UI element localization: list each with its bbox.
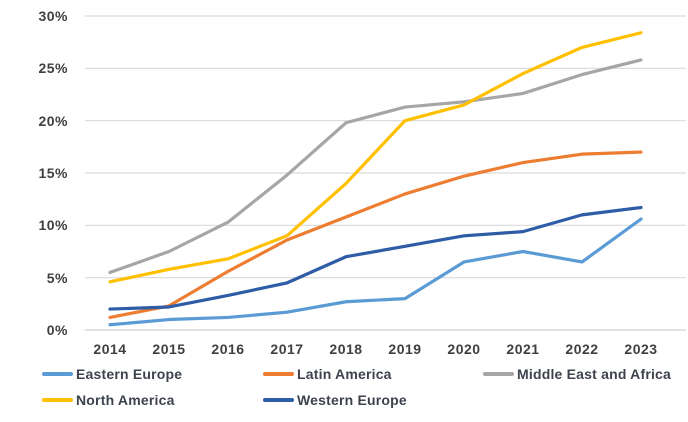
series-line-eastern-europe: [108, 217, 643, 327]
legend-item-western-europe: Western Europe: [263, 392, 407, 408]
x-axis-tick-label: 2016: [211, 341, 245, 357]
y-axis-tick-label: 10%: [38, 217, 68, 234]
series-line-latin-america: [108, 150, 643, 320]
legend-label: Middle East and Africa: [517, 366, 672, 382]
y-axis-tick-label: 30%: [38, 8, 68, 24]
legend-label: Eastern Europe: [76, 366, 183, 382]
x-axis-tick-label: 2021: [506, 341, 540, 357]
series-line-western-europe: [108, 205, 643, 311]
legend-swatch-icon: [263, 398, 294, 402]
y-axis-tick-label: 20%: [38, 112, 68, 129]
x-axis-tick-label: 2023: [624, 341, 658, 357]
x-axis-tick-label: 2019: [388, 341, 422, 357]
y-axis-tick-label: 0%: [46, 322, 68, 338]
legend-swatch-icon: [42, 398, 73, 402]
legend-item-middle-east-and-africa: Middle East and Africa: [483, 366, 671, 382]
legend-item-north-america: North America: [42, 392, 175, 408]
x-axis-tick-label: 2015: [152, 341, 186, 357]
legend-swatch-icon: [483, 372, 514, 376]
x-axis-tick-label: 2022: [565, 341, 599, 357]
legend-label: Western Europe: [297, 392, 407, 408]
series-line-middle-east-and-africa: [108, 58, 643, 275]
x-axis-tick-label: 2014: [93, 341, 127, 357]
legend-swatch-icon: [42, 372, 73, 376]
y-axis-tick-label: 15%: [38, 165, 68, 181]
y-axis-tick-label: 5%: [46, 269, 68, 286]
legend-label: Latin America: [297, 366, 392, 382]
legend-item-eastern-europe: Eastern Europe: [42, 366, 182, 382]
x-axis-tick-label: 2017: [270, 341, 304, 357]
y-axis-tick-label: 25%: [38, 60, 68, 77]
legend-swatch-icon: [263, 372, 294, 376]
legend-item-latin-america: Latin America: [263, 366, 392, 382]
x-axis-tick-label: 2018: [329, 341, 363, 357]
x-axis-tick-label: 2020: [447, 341, 481, 357]
series-line-north-america: [108, 31, 643, 284]
legend-label: North America: [76, 392, 175, 408]
